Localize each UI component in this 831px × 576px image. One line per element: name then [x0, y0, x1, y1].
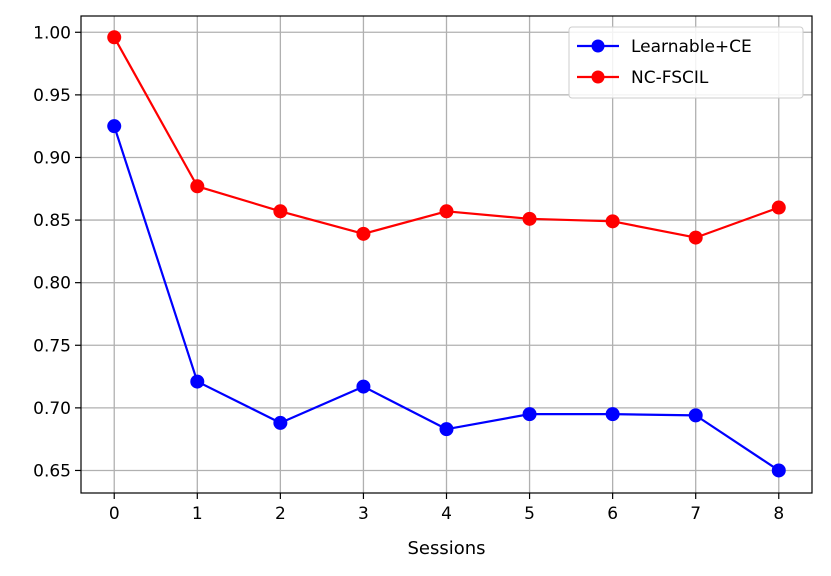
y-tick-label: 0.95: [33, 86, 71, 106]
legend-label: Learnable+CE: [631, 37, 752, 57]
y-tick-label: 0.90: [33, 148, 71, 168]
data-point: [190, 374, 205, 389]
legend-marker: [591, 70, 605, 84]
data-point: [688, 230, 703, 245]
data-point: [190, 179, 205, 194]
legend-label: NC-FSCIL: [631, 68, 709, 88]
data-point: [107, 119, 122, 134]
axis-ticks: 0 1 2 3 4 5 6 7 8 0.65 0.70 0.75 0.80 0.85 0.90 0.95 1.0…: [33, 23, 784, 524]
data-point: [522, 407, 537, 422]
data-point: [273, 415, 288, 430]
y-tick-label: 0.75: [33, 336, 71, 356]
x-axis-title: Sessions: [407, 538, 485, 559]
x-tick-label: 6: [607, 504, 618, 524]
data-point: [439, 204, 454, 219]
data-point: [439, 422, 454, 437]
data-point: [356, 379, 371, 394]
data-point: [273, 204, 288, 219]
x-tick-label: 5: [524, 504, 535, 524]
y-tick-label: 1.00: [33, 23, 71, 43]
x-tick-label: 7: [690, 504, 701, 524]
x-tick-label: 0: [109, 504, 120, 524]
y-tick-label: 0.85: [33, 211, 71, 231]
x-tick-label: 4: [441, 504, 452, 524]
legend-box: [568, 26, 804, 99]
y-tick-label: 0.65: [33, 461, 71, 481]
legend-marker: [591, 39, 605, 53]
y-tick-label: 0.80: [33, 274, 71, 294]
data-point: [771, 463, 786, 478]
y-tick-label: 0.70: [33, 399, 71, 419]
x-tick-label: 1: [192, 504, 203, 524]
series-layer: [107, 30, 786, 478]
data-point: [771, 200, 786, 215]
x-tick-label: 3: [358, 504, 369, 524]
data-point: [605, 214, 620, 229]
data-point: [356, 226, 371, 241]
data-point: [107, 30, 122, 45]
data-point: [605, 407, 620, 422]
x-tick-label: 8: [773, 504, 784, 524]
legend: Learnable+CE NC-FSCIL: [568, 26, 804, 99]
x-tick-label: 2: [275, 504, 286, 524]
data-point: [522, 211, 537, 226]
data-point: [688, 408, 703, 423]
